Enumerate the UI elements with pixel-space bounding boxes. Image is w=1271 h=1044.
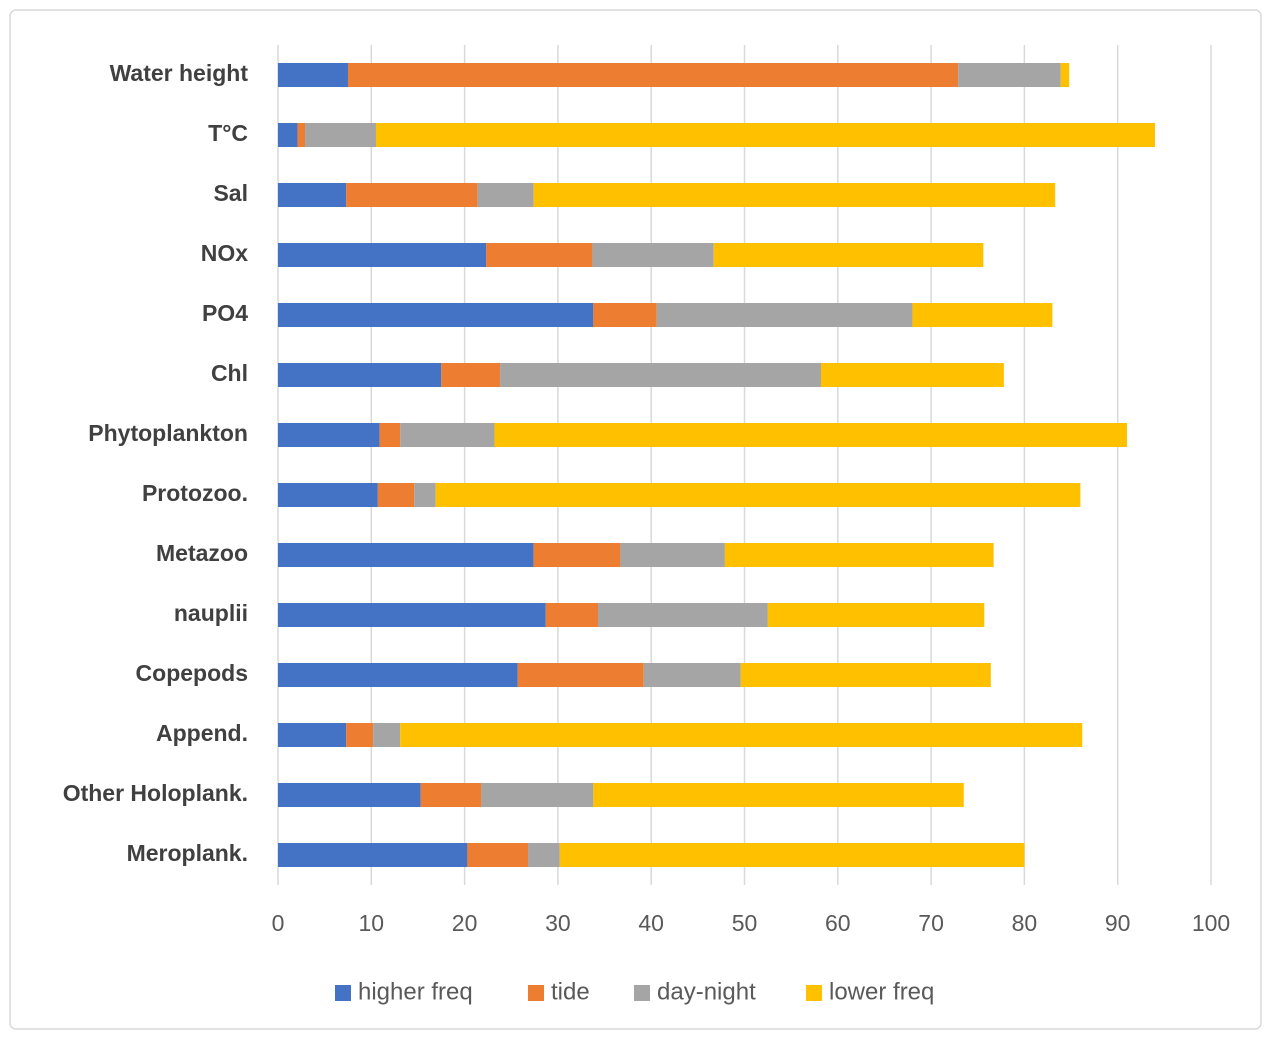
bar-segment — [592, 243, 714, 267]
bar-segment — [713, 243, 984, 267]
bar-segment — [821, 363, 1004, 387]
bar-segment — [559, 843, 1025, 867]
bar-segment — [400, 723, 1083, 747]
bar-segment — [278, 363, 442, 387]
legend-swatch — [528, 985, 544, 1001]
bar-segment — [278, 603, 546, 627]
bar-segment — [528, 843, 560, 867]
category-label: Water height — [110, 60, 249, 86]
bar-segment — [494, 423, 1128, 447]
bar-segment — [420, 783, 482, 807]
bar-segment — [533, 183, 1056, 207]
bar-segment — [477, 183, 534, 207]
bar-segment — [545, 603, 599, 627]
bar-segment — [656, 303, 913, 327]
bar-segment — [346, 183, 478, 207]
bar-segment — [767, 603, 985, 627]
category-label: nauplii — [174, 600, 248, 626]
bar-segment — [958, 63, 1061, 87]
bar-segment — [346, 723, 374, 747]
bar-segment — [643, 663, 741, 687]
x-tick-label: 40 — [638, 910, 664, 936]
category-label: Append. — [156, 720, 248, 746]
bar-segment — [278, 63, 348, 87]
bar-segment — [278, 783, 421, 807]
bar-segment — [517, 663, 644, 687]
bar-segment — [297, 123, 306, 147]
bar-segment — [620, 543, 725, 567]
category-label: Phytoplankton — [88, 420, 248, 446]
x-tick-label: 10 — [359, 910, 385, 936]
bar-segment — [278, 303, 594, 327]
bar-segment — [278, 843, 468, 867]
x-tick-label: 90 — [1105, 910, 1131, 936]
bar-segment — [278, 423, 380, 447]
category-label: Metazoo — [156, 540, 248, 566]
x-tick-label: 30 — [545, 910, 571, 936]
bar-segment — [467, 843, 529, 867]
legend-swatch — [634, 985, 650, 1001]
bar-segment — [278, 543, 534, 567]
x-tick-label: 70 — [918, 910, 944, 936]
x-tick-label: 60 — [825, 910, 851, 936]
bar-segment — [724, 543, 994, 567]
bar-segment — [278, 663, 518, 687]
legend-swatch — [806, 985, 822, 1001]
bar-segment — [912, 303, 1053, 327]
bar-segment — [593, 303, 657, 327]
bar-segment — [441, 363, 501, 387]
bar-segment — [435, 483, 1081, 507]
bar-segment — [305, 123, 376, 147]
x-tick-label: 20 — [452, 910, 478, 936]
chart-border — [9, 9, 1262, 1030]
bar-segment — [377, 483, 415, 507]
bar-segment — [400, 423, 495, 447]
bar-segment — [598, 603, 768, 627]
bar-segment — [533, 543, 621, 567]
bar-segment — [1060, 63, 1070, 87]
bar-segment — [278, 723, 347, 747]
bar-segment — [278, 123, 298, 147]
bar-segment — [593, 783, 964, 807]
legend-swatch — [335, 985, 351, 1001]
bar-segment — [278, 483, 378, 507]
category-label: NOx — [201, 240, 249, 266]
category-label: Sal — [213, 180, 248, 206]
bar-segment — [500, 363, 822, 387]
bar-segment — [481, 783, 594, 807]
legend-label: higher freq — [358, 978, 473, 1005]
x-tick-label: 100 — [1192, 910, 1230, 936]
bar-segment — [373, 723, 401, 747]
category-label: PO4 — [202, 300, 248, 326]
legend-label: day-night — [657, 978, 756, 1005]
bar-segment — [347, 63, 959, 87]
category-label: Meroplank. — [127, 840, 248, 866]
x-tick-label: 0 — [272, 910, 285, 936]
bar-segment — [414, 483, 436, 507]
bar-segment — [278, 183, 347, 207]
bar-segment — [278, 243, 487, 267]
category-label: Copepods — [136, 660, 248, 686]
category-label: T°C — [208, 120, 248, 146]
legend-label: tide — [551, 978, 590, 1005]
x-tick-label: 50 — [732, 910, 758, 936]
bar-segment — [375, 123, 1156, 147]
x-tick-label: 80 — [1012, 910, 1038, 936]
category-label: Protozoo. — [142, 480, 248, 506]
bar-segment — [379, 423, 401, 447]
bar-segment — [486, 243, 593, 267]
legend-label: lower freq — [829, 978, 934, 1005]
category-label: Other Holoplank. — [63, 780, 248, 806]
category-label: Chl — [211, 360, 248, 386]
bar-segment — [740, 663, 991, 687]
